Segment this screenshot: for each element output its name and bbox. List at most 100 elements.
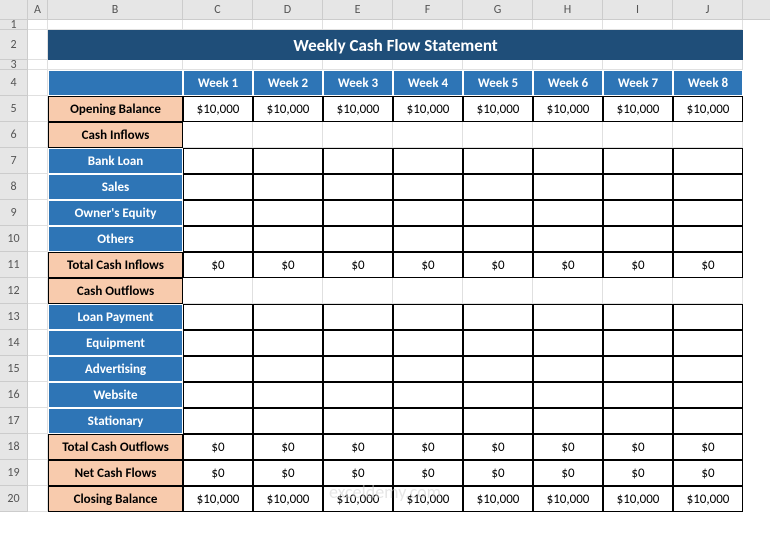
data-cell[interactable]: $0 [603, 460, 673, 486]
data-cell[interactable] [393, 408, 463, 434]
row-header-20[interactable]: 20 [0, 486, 27, 512]
cell[interactable] [533, 278, 603, 304]
row-header-7[interactable]: 7 [0, 148, 27, 174]
cell[interactable] [673, 278, 743, 304]
col-header-G[interactable]: G [463, 0, 533, 19]
data-cell[interactable]: $10,000 [673, 486, 743, 512]
data-cell[interactable]: $0 [463, 434, 533, 460]
data-cell[interactable]: $10,000 [533, 96, 603, 122]
data-cell[interactable]: $0 [323, 460, 393, 486]
data-cell[interactable] [393, 382, 463, 408]
data-cell[interactable] [463, 304, 533, 330]
data-cell[interactable] [673, 330, 743, 356]
data-cell[interactable] [673, 356, 743, 382]
data-cell[interactable] [533, 330, 603, 356]
data-cell[interactable] [533, 174, 603, 200]
col-header-D[interactable]: D [253, 0, 323, 19]
row-header-1[interactable]: 1 [0, 20, 27, 30]
data-cell[interactable]: $0 [603, 252, 673, 278]
data-cell[interactable] [183, 148, 253, 174]
cell[interactable] [253, 122, 323, 148]
data-cell[interactable] [533, 304, 603, 330]
row-label[interactable]: Website [48, 382, 183, 408]
data-cell[interactable] [253, 200, 323, 226]
data-cell[interactable]: $10,000 [253, 96, 323, 122]
row-header-4[interactable]: 4 [0, 70, 27, 96]
row-label[interactable]: Bank Loan [48, 148, 183, 174]
row-header-8[interactable]: 8 [0, 174, 27, 200]
data-cell[interactable]: $10,000 [533, 486, 603, 512]
data-cell[interactable] [673, 408, 743, 434]
row-header-18[interactable]: 18 [0, 434, 27, 460]
data-cell[interactable] [393, 148, 463, 174]
row-label[interactable]: Opening Balance [48, 96, 183, 122]
data-cell[interactable] [603, 356, 673, 382]
data-cell[interactable]: $10,000 [183, 486, 253, 512]
cell[interactable] [463, 122, 533, 148]
data-cell[interactable]: $0 [533, 434, 603, 460]
data-cell[interactable]: $0 [463, 460, 533, 486]
data-cell[interactable] [393, 174, 463, 200]
data-cell[interactable] [393, 356, 463, 382]
data-cell[interactable]: $0 [183, 252, 253, 278]
data-cell[interactable] [323, 356, 393, 382]
row-label[interactable]: Closing Balance [48, 486, 183, 512]
cell[interactable] [603, 122, 673, 148]
col-header-H[interactable]: H [533, 0, 603, 19]
row-header-15[interactable]: 15 [0, 356, 27, 382]
data-cell[interactable]: $10,000 [393, 486, 463, 512]
row-label[interactable]: Cash Outflows [48, 278, 183, 304]
row-header-6[interactable]: 6 [0, 122, 27, 148]
col-header-I[interactable]: I [603, 0, 673, 19]
col-header-E[interactable]: E [323, 0, 393, 19]
data-cell[interactable] [463, 330, 533, 356]
data-cell[interactable]: $10,000 [603, 486, 673, 512]
cell[interactable] [673, 122, 743, 148]
col-header-J[interactable]: J [673, 0, 743, 19]
data-cell[interactable]: $0 [323, 252, 393, 278]
row-header-3[interactable]: 3 [0, 60, 27, 70]
grid-area[interactable]: Weekly Cash Flow StatementWeek 1Week 2We… [28, 20, 770, 553]
cell[interactable] [603, 278, 673, 304]
row-header-5[interactable]: 5 [0, 96, 27, 122]
row-header-14[interactable]: 14 [0, 330, 27, 356]
data-cell[interactable]: $0 [533, 252, 603, 278]
data-cell[interactable] [183, 174, 253, 200]
row-label[interactable]: Owner's Equity [48, 200, 183, 226]
row-header-17[interactable]: 17 [0, 408, 27, 434]
data-cell[interactable] [603, 304, 673, 330]
data-cell[interactable] [533, 148, 603, 174]
cell[interactable] [323, 122, 393, 148]
data-cell[interactable]: $0 [393, 434, 463, 460]
title-cell[interactable]: Weekly Cash Flow Statement [48, 30, 743, 60]
row-label[interactable]: Loan Payment [48, 304, 183, 330]
data-cell[interactable]: $0 [393, 460, 463, 486]
data-cell[interactable] [253, 226, 323, 252]
row-label[interactable]: Sales [48, 174, 183, 200]
data-cell[interactable] [183, 408, 253, 434]
col-header-A[interactable]: A [28, 0, 48, 19]
data-cell[interactable] [393, 200, 463, 226]
data-cell[interactable] [463, 356, 533, 382]
data-cell[interactable] [603, 226, 673, 252]
data-cell[interactable] [533, 382, 603, 408]
data-cell[interactable] [463, 148, 533, 174]
data-cell[interactable]: $10,000 [463, 486, 533, 512]
data-cell[interactable] [603, 408, 673, 434]
cell[interactable] [533, 122, 603, 148]
cell[interactable] [183, 278, 253, 304]
row-label[interactable]: Advertising [48, 356, 183, 382]
row-label[interactable]: Equipment [48, 330, 183, 356]
cell[interactable] [393, 278, 463, 304]
week-header-4[interactable]: Week 4 [393, 70, 463, 96]
data-cell[interactable]: $10,000 [323, 96, 393, 122]
row-header-16[interactable]: 16 [0, 382, 27, 408]
cell[interactable] [463, 278, 533, 304]
week-header-5[interactable]: Week 5 [463, 70, 533, 96]
data-cell[interactable] [253, 304, 323, 330]
row-label[interactable]: Cash Inflows [48, 122, 183, 148]
data-cell[interactable] [673, 226, 743, 252]
row-label[interactable]: Stationary [48, 408, 183, 434]
data-cell[interactable]: $0 [253, 434, 323, 460]
data-cell[interactable] [533, 200, 603, 226]
